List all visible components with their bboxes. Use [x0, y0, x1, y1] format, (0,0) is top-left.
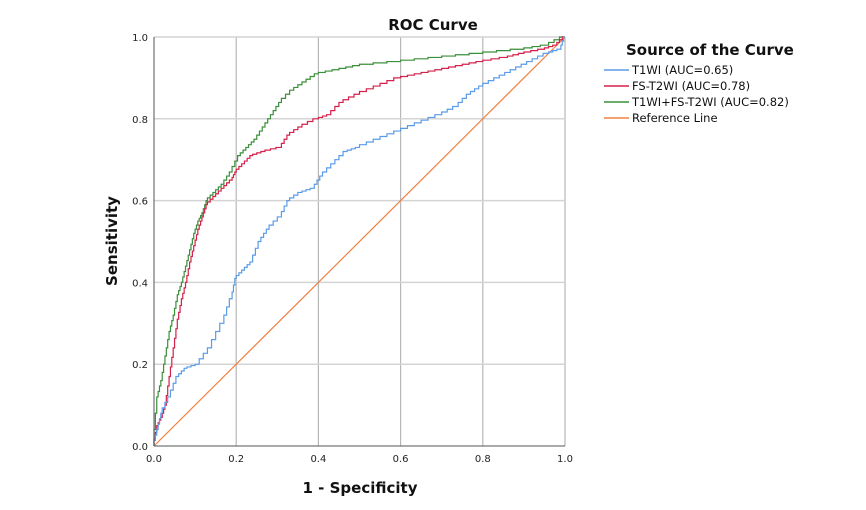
- y-axis-label: Sensitivity: [103, 196, 121, 286]
- legend: Source of the Curve T1WI (AUC=0.65) FS-T2…: [604, 41, 794, 125]
- y-tick-label: 0.4: [132, 278, 148, 289]
- x-axis-ticks: 0.0 0.2 0.4 0.6 0.8 1.0: [146, 454, 573, 465]
- x-tick-label: 0.6: [393, 454, 409, 465]
- y-tick-label: 0.2: [132, 360, 148, 371]
- legend-title: Source of the Curve: [626, 41, 794, 59]
- grid: [154, 36, 566, 446]
- series-line-fs-t2wi: [153, 36, 565, 446]
- y-tick-label: 0.0: [132, 442, 148, 453]
- x-tick-label: 0.4: [310, 454, 326, 465]
- x-tick-label: 0.8: [475, 454, 491, 465]
- legend-entry: T1WI+FS-T2WI (AUC=0.82): [631, 95, 789, 109]
- x-tick-label: 0.0: [146, 454, 162, 465]
- legend-entry: Reference Line: [632, 111, 718, 125]
- x-tick-label: 0.2: [228, 454, 244, 465]
- series-line-t1wi: [153, 36, 565, 446]
- series-group: [153, 36, 566, 447]
- y-tick-label: 0.8: [132, 115, 148, 126]
- series-line-reference: [153, 36, 566, 447]
- y-tick-label: 1.0: [132, 33, 148, 44]
- x-tick-label: 1.0: [557, 454, 573, 465]
- legend-entry: FS-T2WI (AUC=0.78): [632, 79, 750, 93]
- y-tick-label: 0.6: [132, 197, 148, 208]
- x-axis-label: 1 - Specificity: [303, 479, 418, 497]
- series-line-t1wi-fs-t2wi: [153, 36, 565, 446]
- legend-entry: T1WI (AUC=0.65): [631, 63, 733, 77]
- chart-title: ROC Curve: [388, 16, 478, 34]
- y-axis-ticks: 0.0 0.2 0.4 0.6 0.8 1.0: [132, 33, 148, 453]
